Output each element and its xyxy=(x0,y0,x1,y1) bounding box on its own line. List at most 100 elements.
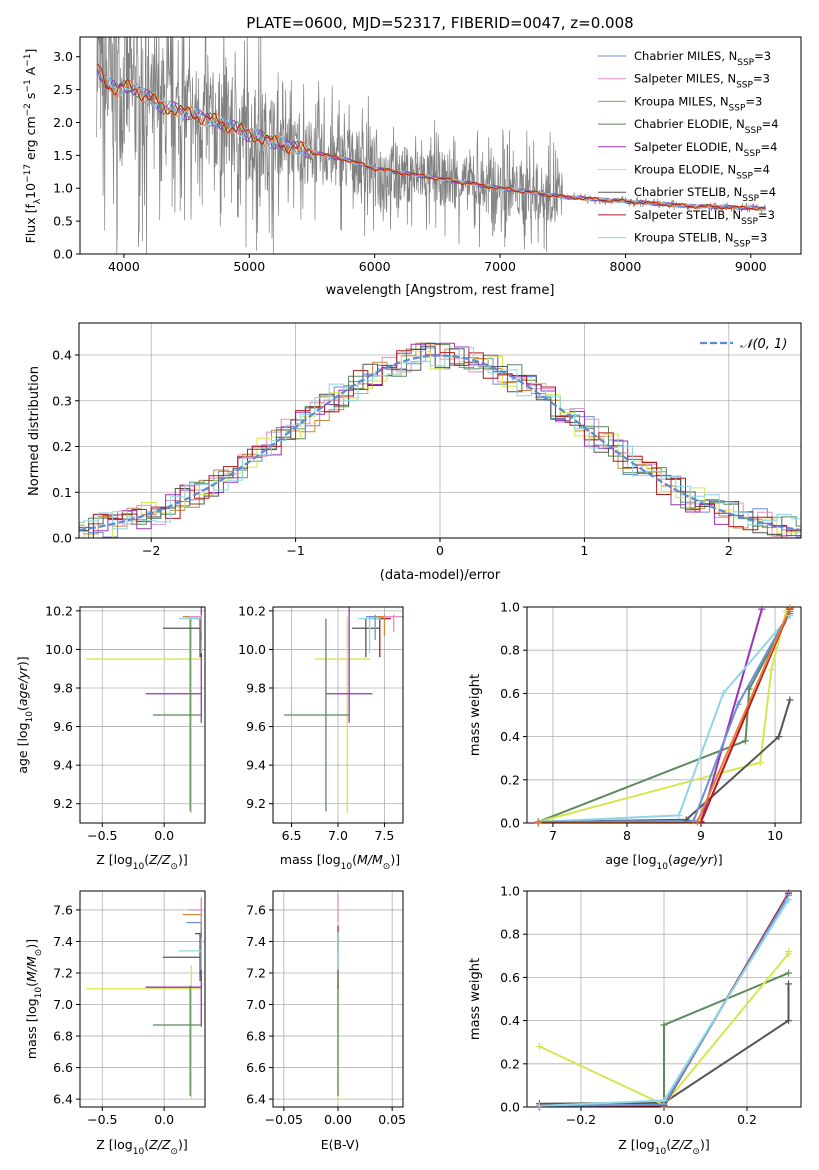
y-tick-label: 6.8 xyxy=(53,1029,73,1044)
x-tick-label: −0.05 xyxy=(265,1112,303,1127)
y-tick-label: 10.2 xyxy=(238,603,266,618)
x-axis-label: E(B-V) xyxy=(321,1137,360,1152)
y-tick-label: 9.4 xyxy=(53,758,73,773)
y-tick-label: 0.3 xyxy=(52,393,72,408)
legend-label: Chabrier MILES, NSSP=3 xyxy=(634,49,771,68)
x-tick-label: 0.0 xyxy=(154,1112,174,1127)
legend-label: Kroupa STELIB, NSSP=3 xyxy=(634,231,767,250)
x-tick-label: −0.2 xyxy=(566,1112,596,1127)
mass-metallicity-panel: −0.5 0.0 6.4 6.6 6.8 7.0 7.2 7.4 7.6 Z [log10(Z/Z… xyxy=(24,890,206,1157)
y-tick-label: 9.2 xyxy=(53,796,73,811)
legend-label: Chabrier ELODIE, NSSP=4 xyxy=(634,117,779,136)
y-tick-label: 6.8 xyxy=(246,1029,266,1044)
y-tick-label: 6.6 xyxy=(53,1060,73,1075)
cumulative-weight-line xyxy=(538,610,791,823)
cumulative-weight-line xyxy=(537,613,791,823)
y-tick-label: 0.8 xyxy=(500,643,520,658)
x-tick-label: 0.2 xyxy=(737,1112,757,1127)
x-tick-label: 7 xyxy=(549,828,557,843)
y-tick-label: 7.0 xyxy=(53,997,73,1012)
x-tick-label: 6000 xyxy=(359,259,391,274)
plot-area xyxy=(537,607,791,823)
y-tick-label: 2.0 xyxy=(53,115,73,130)
legend-label: Kroupa ELODIE, NSSP=4 xyxy=(634,163,770,182)
y-tick-label: 1.0 xyxy=(53,181,73,196)
x-tick-label: −0.5 xyxy=(87,828,117,843)
y-tick-label: 0.4 xyxy=(52,348,72,363)
y-tick-label: 0.0 xyxy=(500,1100,520,1115)
legend-label: Salpeter MILES, NSSP=3 xyxy=(634,72,770,91)
y-tick-label: 0.2 xyxy=(500,1056,520,1071)
y-axis-label: mass [log10(M/M⊙)] xyxy=(24,939,44,1059)
y-tick-label: 7.6 xyxy=(246,902,266,917)
y-tick-label: 0.4 xyxy=(500,1013,520,1028)
y-axis-label: Flux [fλ10−17 erg cm−2 s−1 A−1] xyxy=(23,49,43,244)
y-tick-label: 7.2 xyxy=(53,965,73,980)
y-tick-label: 2.5 xyxy=(53,82,73,97)
mass-weight-age-panel: 7 8 9 10 0.0 0.2 0.4 0.6 0.8 1.0 mass weight age [l… xyxy=(468,600,802,872)
x-tick-label: 0.00 xyxy=(324,1112,352,1127)
residual-histogram-line xyxy=(79,347,801,530)
legend-label: Salpeter STELIB, NSSP=3 xyxy=(634,208,775,227)
cumulative-weight-line xyxy=(538,699,791,823)
y-tick-label: 1.5 xyxy=(53,148,73,163)
x-axis-label: Z [log10(Z/Z⊙)] xyxy=(96,1137,187,1157)
y-tick-label: 0.2 xyxy=(52,439,72,454)
chart-title: PLATE=0600, MJD=52317, FIBERID=0047, z=0… xyxy=(246,14,633,32)
y-tick-label: 6.4 xyxy=(246,1092,266,1107)
mass-weight-metallicity-panel: −0.2 0.0 0.2 0.0 0.2 0.4 0.6 0.8 1.0 mass weight Z… xyxy=(468,884,802,1157)
histogram-panel: −2 −1 0 1 2 0.0 0.1 0.2 0.3 0.4 (data-model)/error… xyxy=(27,322,802,583)
y-tick-label: 7.4 xyxy=(246,934,266,949)
y-tick-label: 9.2 xyxy=(246,796,266,811)
y-tick-label: 9.6 xyxy=(246,719,266,734)
x-tick-label: 4000 xyxy=(108,259,140,274)
y-tick-label: 7.4 xyxy=(53,934,73,949)
x-tick-label: 2 xyxy=(725,543,733,558)
y-tick-label: 6.4 xyxy=(53,1092,73,1107)
x-tick-label: 0 xyxy=(436,543,444,558)
y-tick-label: 1.0 xyxy=(500,600,520,615)
data-spectrum-line xyxy=(95,37,766,254)
x-tick-label: 5000 xyxy=(233,259,265,274)
x-axis-label: Z [log10(Z/Z⊙)] xyxy=(96,852,187,872)
x-tick-label: 10 xyxy=(767,828,783,843)
y-tick-label: 9.6 xyxy=(53,719,73,734)
y-tick-label: 0.0 xyxy=(500,816,520,831)
y-axis-label: mass weight xyxy=(468,958,483,1040)
x-tick-label: 7.0 xyxy=(328,828,348,843)
age-metallicity-panel: −0.5 0.0 9.2 9.4 9.6 9.8 10.0 10.2 Z [log10(Z/Z⊙… xyxy=(15,603,206,872)
y-tick-label: 0.0 xyxy=(53,247,73,262)
legend-label: Salpeter ELODIE, NSSP=4 xyxy=(634,140,777,159)
x-tick-label: 9 xyxy=(697,828,705,843)
y-tick-label: 7.0 xyxy=(246,997,266,1012)
y-tick-label: 7.2 xyxy=(246,965,266,980)
y-tick-label: 0.1 xyxy=(52,485,72,500)
legend-label: Chabrier STELIB, NSSP=4 xyxy=(634,185,776,204)
plot-area xyxy=(86,897,202,1100)
y-tick-label: 9.4 xyxy=(246,758,266,773)
legend-label: Kroupa MILES, NSSP=3 xyxy=(634,94,762,113)
cumulative-weight-line xyxy=(538,614,791,823)
y-tick-label: 1.0 xyxy=(500,884,520,899)
spectrum-panel: 4000 5000 6000 7000 8000 9000 0.0 0.5 1.0 1.5 2.0 2… xyxy=(23,14,802,298)
model-spectrum-line xyxy=(97,63,766,211)
axes-frame xyxy=(526,606,802,824)
x-axis-label: (data-model)/error xyxy=(380,568,501,583)
residual-histogram-line xyxy=(79,345,801,538)
x-axis-label: age [log10(age/yr)] xyxy=(605,852,722,872)
y-axis-label: mass weight xyxy=(468,674,483,756)
x-tick-label: −0.5 xyxy=(87,1112,117,1127)
gaussian-curve xyxy=(79,354,801,532)
residual-histogram-line xyxy=(79,343,801,538)
y-tick-label: 0.8 xyxy=(500,927,520,942)
x-axis-label: wavelength [Angstrom, rest frame] xyxy=(326,283,555,298)
x-tick-label: 8 xyxy=(623,828,631,843)
x-tick-label: 0.05 xyxy=(378,1112,406,1127)
axes-frame xyxy=(79,890,206,1108)
y-axis-label: age [log10(age/yr)] xyxy=(15,656,35,773)
y-tick-label: 0.0 xyxy=(52,531,72,546)
age-mass-panel: 6.5 7.0 7.5 9.2 9.4 9.6 9.8 10.0 10.2 mass [log10… xyxy=(238,603,404,872)
plot-area xyxy=(79,342,801,538)
y-tick-label: 0.4 xyxy=(500,729,520,744)
